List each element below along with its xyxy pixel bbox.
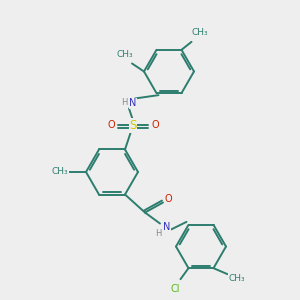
Text: H: H <box>121 98 127 107</box>
Text: H: H <box>155 229 161 238</box>
Text: CH₃: CH₃ <box>228 274 245 283</box>
Text: O: O <box>164 194 172 203</box>
Text: N: N <box>129 98 137 109</box>
Text: Cl: Cl <box>171 284 180 294</box>
Text: O: O <box>107 121 115 130</box>
Text: CH₃: CH₃ <box>191 28 208 37</box>
Text: O: O <box>151 121 159 130</box>
Text: S: S <box>129 119 137 132</box>
Text: N: N <box>163 221 171 232</box>
Text: CH₃: CH₃ <box>117 50 133 59</box>
Text: CH₃: CH₃ <box>52 167 68 176</box>
